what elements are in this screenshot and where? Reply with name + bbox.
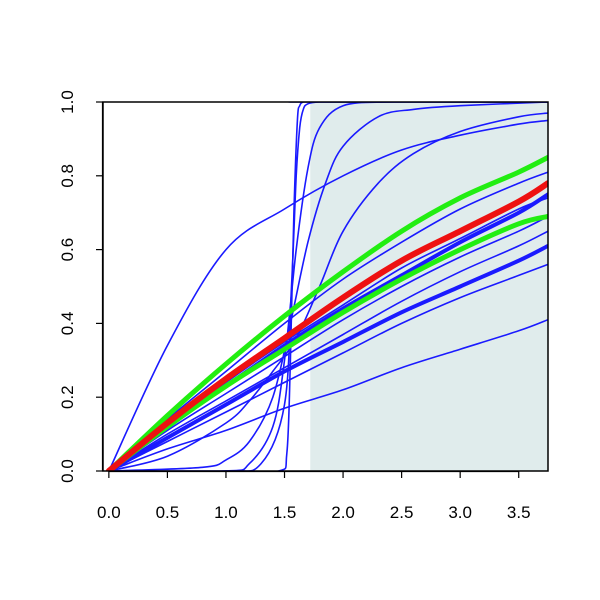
series-line-17 [105, 180, 548, 471]
series-line-7 [108, 318, 548, 471]
x-tick-label: 1.0 [214, 503, 238, 522]
series-line-9 [108, 102, 548, 471]
series-line-10 [108, 102, 548, 471]
x-tick-label: 3.5 [507, 503, 531, 522]
x-tick-label: 0.0 [97, 503, 121, 522]
series-line-16 [106, 154, 548, 471]
series-line-1 [108, 119, 548, 471]
x-axis: 0.0 0.5 1.0 1.5 2.0 2.5 3.0 3.5 [97, 470, 531, 522]
y-tick-label: 0.6 [58, 238, 77, 262]
y-tick-label: 0.8 [58, 164, 77, 188]
x-tick-label: 3.0 [448, 503, 472, 522]
y-tick-label: 0.0 [58, 459, 77, 483]
series-line-15 [106, 213, 548, 471]
y-tick-label: 1.0 [58, 90, 77, 114]
series-line-4 [108, 215, 548, 471]
series-line-6 [108, 263, 548, 471]
series-line-2 [108, 171, 548, 471]
series-line-11 [108, 102, 548, 471]
series-line-5 [108, 230, 548, 471]
x-tick-label: 2.0 [331, 503, 355, 522]
x-tick-label: 0.5 [156, 503, 180, 522]
series-group [105, 102, 548, 471]
y-axis: 0.0 0.2 0.4 0.6 0.8 1.0 [58, 90, 104, 483]
y-tick-label: 0.4 [58, 312, 77, 336]
x-tick-label: 1.5 [273, 503, 297, 522]
x-tick-label: 2.5 [390, 503, 414, 522]
y-tick-label: 0.2 [58, 385, 77, 409]
series-line-12 [108, 102, 548, 471]
series-line-13 [106, 243, 548, 471]
